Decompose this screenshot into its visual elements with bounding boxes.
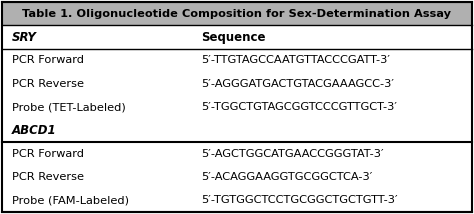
Text: PCR Forward: PCR Forward <box>12 149 84 159</box>
Text: 5′-AGGGATGACTGTACGAAAGCC-3′: 5′-AGGGATGACTGTACGAAAGCC-3′ <box>201 79 394 89</box>
Text: ABCD1: ABCD1 <box>12 124 56 137</box>
Text: 5′-TGGCTGTAGCGGTCCCGTTGCT-3′: 5′-TGGCTGTAGCGGTCCCGTTGCT-3′ <box>201 102 398 112</box>
Text: 5′-TTGTAGCCAATGTTACCCGATT-3′: 5′-TTGTAGCCAATGTTACCCGATT-3′ <box>201 55 391 65</box>
Text: Probe (TET-Labeled): Probe (TET-Labeled) <box>12 102 126 112</box>
Text: 5′-TGTGGCTCCTGCGGCTGCTGTT-3′: 5′-TGTGGCTCCTGCGGCTGCTGTT-3′ <box>201 195 398 205</box>
Bar <box>2 25 472 49</box>
Text: SRY: SRY <box>12 31 36 43</box>
Text: 5′-ACAGGAAGGTGCGGCTCA-3′: 5′-ACAGGAAGGTGCGGCTCA-3′ <box>201 172 373 182</box>
Text: Table 1. Oligonucleotide Composition for Sex-Determination Assay: Table 1. Oligonucleotide Composition for… <box>22 9 452 19</box>
Text: PCR Reverse: PCR Reverse <box>12 172 84 182</box>
Text: PCR Forward: PCR Forward <box>12 55 84 65</box>
Text: Probe (FAM-Labeled): Probe (FAM-Labeled) <box>12 195 129 205</box>
Text: PCR Reverse: PCR Reverse <box>12 79 84 89</box>
Bar <box>2 2 472 25</box>
Text: Sequence: Sequence <box>201 31 266 43</box>
Text: 5′-AGCTGGCATGAACCGGGTAT-3′: 5′-AGCTGGCATGAACCGGGTAT-3′ <box>201 149 384 159</box>
